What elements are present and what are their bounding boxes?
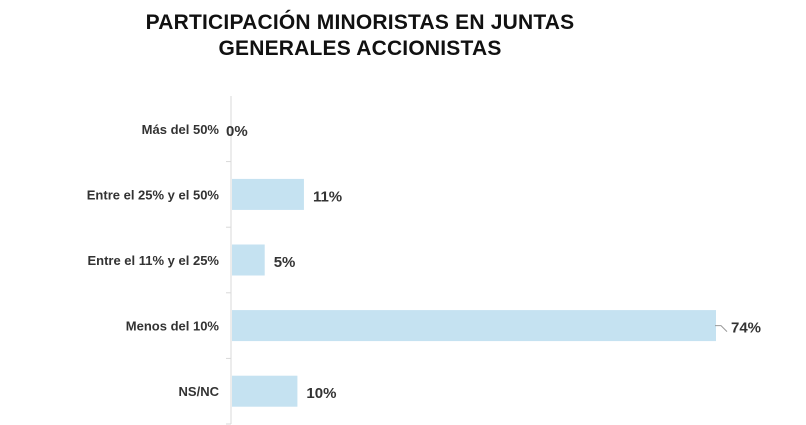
chart-title: PARTICIPACIÓN MINORISTAS EN JUNTAS GENER… xyxy=(0,10,720,62)
chart-title-line-1: PARTICIPACIÓN MINORISTAS EN JUNTAS xyxy=(145,11,575,34)
value-leader-line xyxy=(715,325,728,332)
bar xyxy=(232,244,265,276)
category-label: Entre el 11% y el 25% xyxy=(87,253,219,268)
category-label: NS/NC xyxy=(179,384,220,399)
value-label: 5% xyxy=(274,254,296,271)
bar xyxy=(232,375,298,407)
bar xyxy=(232,310,716,342)
category-label: Más del 50% xyxy=(142,122,220,137)
value-label: 11% xyxy=(313,188,342,205)
bar xyxy=(232,178,304,210)
chart-title-line-2: GENERALES ACCIONISTAS xyxy=(218,37,502,60)
value-label: 74% xyxy=(731,320,761,337)
category-label: Entre el 25% y el 50% xyxy=(87,187,220,202)
category-label: Menos del 10% xyxy=(126,319,220,334)
value-label: 10% xyxy=(306,385,336,402)
value-label: 0% xyxy=(226,123,248,140)
